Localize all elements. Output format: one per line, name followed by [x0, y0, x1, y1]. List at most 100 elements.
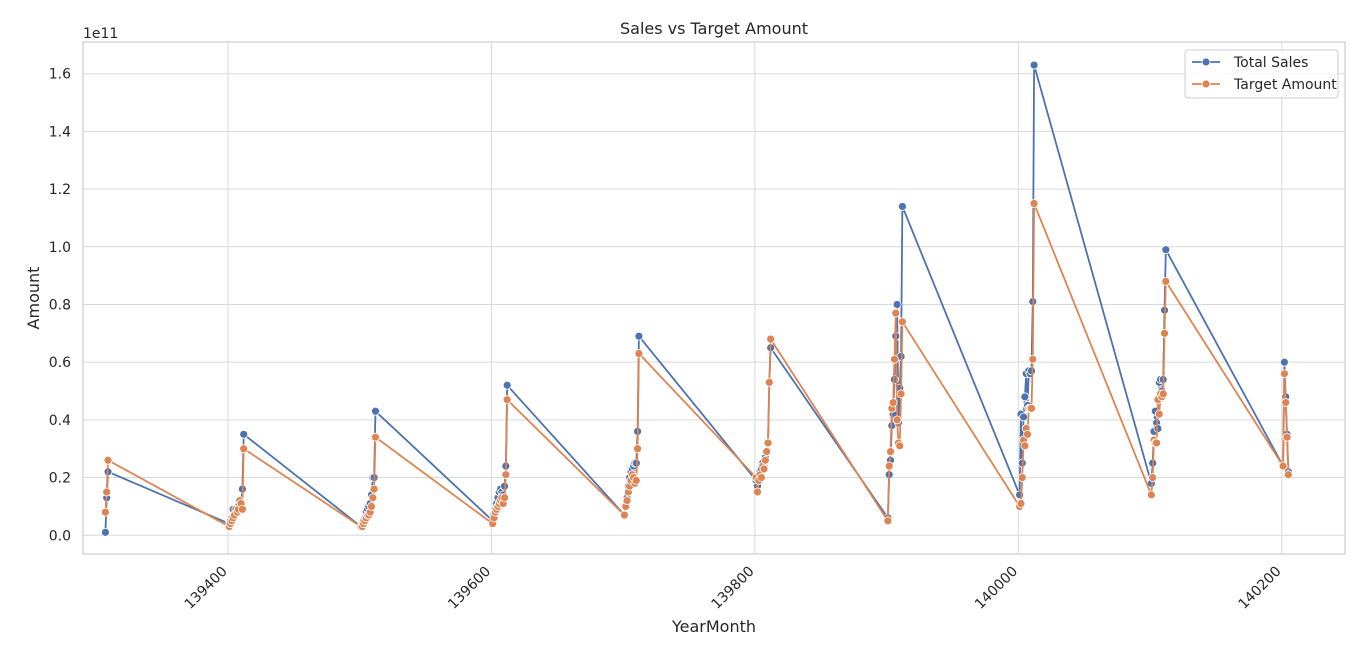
data-point-total-sales [371, 406, 380, 416]
data-point-target-amount [1282, 432, 1292, 442]
y-tick-label: 1.4 [49, 124, 71, 140]
x-tick-label: 139600 [445, 564, 494, 613]
data-point-target-amount [764, 377, 774, 387]
data-point-target-amount [1160, 328, 1169, 338]
data-point-target-amount [1023, 429, 1032, 439]
legend-entry-total-sales: Total Sales [1192, 55, 1308, 71]
legend-label-total-sales: Total Sales [1233, 55, 1308, 71]
data-point-target-amount [367, 502, 376, 511]
data-point-target-amount [1146, 490, 1156, 500]
x-tick-label: 140200 [1235, 564, 1284, 613]
data-point-total-sales [100, 527, 110, 537]
data-point-target-amount [239, 444, 249, 454]
data-point-target-amount [371, 432, 380, 442]
data-point-target-amount [1028, 354, 1038, 364]
y-tick-label: 0.8 [49, 297, 71, 313]
data-point-total-sales [502, 380, 512, 390]
data-point-target-amount [888, 398, 898, 407]
data-point-total-sales [1020, 392, 1030, 402]
y-axis-label: Amount [24, 267, 43, 330]
data-point-target-amount [1280, 369, 1289, 379]
data-point-target-amount [1027, 403, 1036, 413]
series-markers-total-sales [100, 60, 1293, 537]
data-point-target-amount [763, 438, 773, 448]
grid-lines [83, 42, 1345, 554]
data-point-target-amount [1016, 499, 1026, 508]
data-point-target-amount [766, 334, 776, 344]
data-point-target-amount [884, 461, 894, 471]
x-tick-label: 139400 [182, 564, 231, 613]
series-line-total-sales [104, 64, 1290, 533]
data-point-target-amount [896, 389, 906, 399]
data-point-target-amount [1281, 398, 1291, 407]
data-point-total-sales [892, 300, 902, 309]
data-point-target-amount [1161, 277, 1171, 286]
data-point-total-sales [239, 429, 249, 439]
data-point-total-sales [1027, 366, 1036, 376]
x-axis-ticks: 139400 139600 139800 140000 140200 [182, 564, 1285, 613]
data-point-target-amount [368, 493, 378, 503]
data-point-target-amount [1158, 389, 1168, 399]
data-point-target-amount [1029, 199, 1039, 208]
y-tick-label: 0.2 [49, 471, 71, 487]
plot-area-frame [82, 41, 1346, 555]
x-tick-label: 139800 [709, 564, 758, 613]
data-point-target-amount [897, 317, 907, 327]
data-point-target-amount [502, 395, 512, 405]
data-point-total-sales [1015, 490, 1025, 500]
y-tick-label: 0.4 [49, 413, 71, 429]
data-point-target-amount [895, 441, 905, 451]
legend-box [1184, 49, 1339, 99]
data-point-target-amount [892, 415, 902, 425]
data-point-target-amount [369, 484, 379, 494]
data-point-target-amount [622, 496, 632, 506]
data-point-target-amount [103, 455, 113, 465]
data-point-target-amount [633, 444, 642, 454]
data-point-target-amount [1278, 461, 1288, 471]
data-point-target-amount [1148, 473, 1158, 482]
series-line-target-amount [104, 202, 1290, 528]
data-point-total-sales [1161, 245, 1171, 255]
y-tick-label: 1.2 [49, 182, 71, 198]
data-point-target-amount [631, 476, 641, 485]
x-axis-label: YearMonth [671, 617, 756, 636]
data-point-target-amount [500, 493, 509, 503]
y-tick-label: 0.0 [49, 528, 71, 544]
data-point-target-amount [634, 349, 644, 358]
data-point-target-amount [890, 354, 899, 364]
data-point-total-sales [1029, 60, 1039, 70]
data-point-total-sales [1019, 412, 1028, 422]
data-point-total-sales [634, 331, 644, 341]
data-point-total-sales [1280, 357, 1289, 367]
legend-marker-target-amount [1201, 79, 1211, 89]
series-markers-target-amount [100, 199, 1293, 531]
data-point-target-amount [1020, 441, 1030, 451]
data-point-target-amount [100, 507, 110, 517]
y-tick-label: 0.6 [49, 355, 71, 371]
legend: Total Sales Target Amount [1184, 49, 1339, 99]
data-point-target-amount [102, 487, 112, 497]
data-point-target-amount [757, 473, 766, 482]
x-tick-label: 140000 [972, 564, 1021, 613]
data-point-target-amount [501, 470, 511, 480]
data-point-target-amount [1152, 438, 1162, 448]
legend-entry-target-amount: Target Amount [1192, 77, 1337, 93]
y-tick-label: 1.6 [49, 67, 71, 83]
data-point-target-amount [762, 447, 772, 457]
y-tick-label: 1.0 [49, 240, 71, 256]
data-point-target-amount [891, 308, 901, 318]
data-point-total-sales [897, 202, 907, 211]
series-layer [100, 60, 1293, 537]
data-point-target-amount [883, 516, 893, 526]
data-point-target-amount [237, 504, 247, 514]
data-point-target-amount [620, 510, 629, 520]
data-point-target-amount [1283, 470, 1293, 480]
data-point-target-amount [753, 487, 762, 497]
y-axis-ticks: 0.0 0.2 0.4 0.6 0.8 1.0 1.2 1.4 1.6 [49, 67, 71, 545]
data-point-target-amount [760, 455, 770, 465]
chart-title: Sales vs Target Amount [620, 19, 808, 38]
data-point-target-amount [1154, 409, 1164, 419]
data-point-target-amount [1017, 473, 1027, 482]
y-scale-offset: 1e11 [83, 26, 118, 42]
